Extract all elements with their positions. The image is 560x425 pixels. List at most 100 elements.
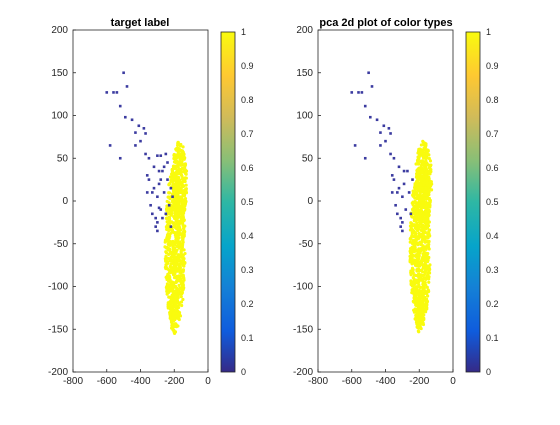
y-tick-label: 200 bbox=[51, 25, 68, 36]
data-point bbox=[426, 188, 431, 192]
data-point bbox=[115, 91, 119, 94]
data-point bbox=[177, 211, 181, 215]
data-point bbox=[177, 287, 181, 291]
colorbar: 1 0.9 0.8 0.7 0.6 0.5 0.4 0.3 0.2 0.1 0 bbox=[465, 27, 499, 377]
data-point bbox=[407, 191, 411, 194]
data-point bbox=[152, 165, 156, 169]
data-point bbox=[402, 169, 406, 173]
data-point bbox=[166, 221, 170, 225]
data-point bbox=[417, 151, 421, 155]
data-point bbox=[415, 209, 419, 213]
data-point bbox=[422, 167, 426, 171]
data-point bbox=[414, 223, 418, 227]
colorbar-tick-label: 0.9 bbox=[241, 61, 254, 71]
data-point bbox=[420, 246, 425, 251]
data-point bbox=[168, 304, 172, 308]
y-tick-label: -150 bbox=[48, 324, 68, 335]
data-point bbox=[174, 235, 178, 239]
data-point bbox=[152, 186, 156, 190]
colorbar-tick-label: 0.6 bbox=[486, 163, 499, 173]
data-point bbox=[182, 276, 186, 280]
data-point bbox=[122, 71, 125, 75]
data-point bbox=[425, 291, 429, 296]
data-point bbox=[172, 208, 176, 212]
data-point bbox=[167, 236, 171, 241]
data-point bbox=[166, 161, 169, 164]
data-point bbox=[175, 274, 179, 279]
data-point bbox=[181, 240, 185, 244]
data-point bbox=[421, 174, 426, 178]
colorbar-ticks: 1 0.9 0.8 0.7 0.6 0.5 0.4 0.3 0.2 0.1 0 bbox=[241, 27, 254, 377]
data-point bbox=[415, 280, 419, 284]
data-point bbox=[178, 207, 182, 211]
data-point bbox=[124, 115, 127, 119]
data-point bbox=[418, 202, 422, 207]
data-point bbox=[410, 241, 415, 246]
data-point bbox=[426, 294, 430, 298]
x-axis-ticks: -800 -600 -400 -200 0 bbox=[308, 376, 456, 387]
data-point bbox=[165, 292, 169, 296]
colorbar-tick-label: 0.6 bbox=[241, 163, 254, 173]
data-point bbox=[420, 310, 424, 314]
data-point bbox=[418, 177, 422, 182]
data-point bbox=[363, 156, 367, 160]
data-point bbox=[164, 251, 169, 255]
data-point bbox=[418, 188, 422, 192]
data-point bbox=[182, 156, 186, 160]
data-point bbox=[167, 191, 172, 195]
data-point bbox=[169, 298, 173, 302]
data-point bbox=[134, 144, 137, 147]
data-point bbox=[151, 191, 154, 194]
data-point bbox=[181, 248, 185, 252]
data-point bbox=[411, 194, 415, 198]
data-point bbox=[379, 144, 382, 147]
data-point bbox=[421, 304, 425, 308]
data-point bbox=[175, 204, 179, 208]
data-point bbox=[392, 156, 396, 160]
data-point bbox=[179, 173, 184, 177]
data-point bbox=[418, 214, 422, 218]
data-point bbox=[118, 104, 122, 108]
colorbar-gradient bbox=[220, 31, 236, 373]
data-point bbox=[419, 275, 423, 279]
data-point bbox=[184, 183, 188, 187]
data-point bbox=[177, 317, 181, 322]
data-point bbox=[409, 279, 413, 283]
colorbar-tick-label: 0.4 bbox=[486, 231, 499, 241]
data-point bbox=[176, 223, 180, 227]
colorbar-tick-label: 0.8 bbox=[486, 95, 499, 105]
data-point bbox=[417, 147, 421, 151]
data-point bbox=[427, 193, 431, 197]
data-point bbox=[156, 154, 159, 157]
y-tick-label: -50 bbox=[299, 239, 314, 250]
data-point bbox=[179, 163, 183, 167]
colorbar-tick-label: 0.1 bbox=[486, 333, 499, 343]
data-point bbox=[178, 255, 182, 259]
data-point bbox=[174, 178, 178, 182]
x-axis-ticks: -800 -600 -400 -200 0 bbox=[63, 376, 211, 387]
data-point bbox=[422, 254, 426, 258]
data-point bbox=[147, 178, 151, 181]
data-point bbox=[168, 250, 172, 254]
data-point bbox=[168, 241, 172, 246]
data-point bbox=[165, 239, 170, 243]
data-point bbox=[423, 245, 427, 250]
data-point bbox=[428, 180, 432, 184]
data-point bbox=[416, 172, 420, 177]
chart-title: target label bbox=[111, 17, 170, 29]
data-point bbox=[419, 183, 423, 187]
data-point bbox=[174, 251, 178, 255]
data-point bbox=[142, 127, 146, 130]
data-point bbox=[422, 251, 427, 255]
data-point bbox=[173, 256, 177, 260]
data-point bbox=[367, 71, 370, 75]
data-point bbox=[414, 303, 418, 307]
data-point bbox=[423, 295, 427, 299]
data-point bbox=[415, 203, 419, 207]
data-point bbox=[426, 258, 430, 262]
data-point bbox=[420, 259, 424, 264]
data-point bbox=[176, 312, 180, 316]
data-point bbox=[418, 199, 422, 203]
data-point bbox=[176, 165, 180, 169]
data-point bbox=[183, 251, 187, 256]
